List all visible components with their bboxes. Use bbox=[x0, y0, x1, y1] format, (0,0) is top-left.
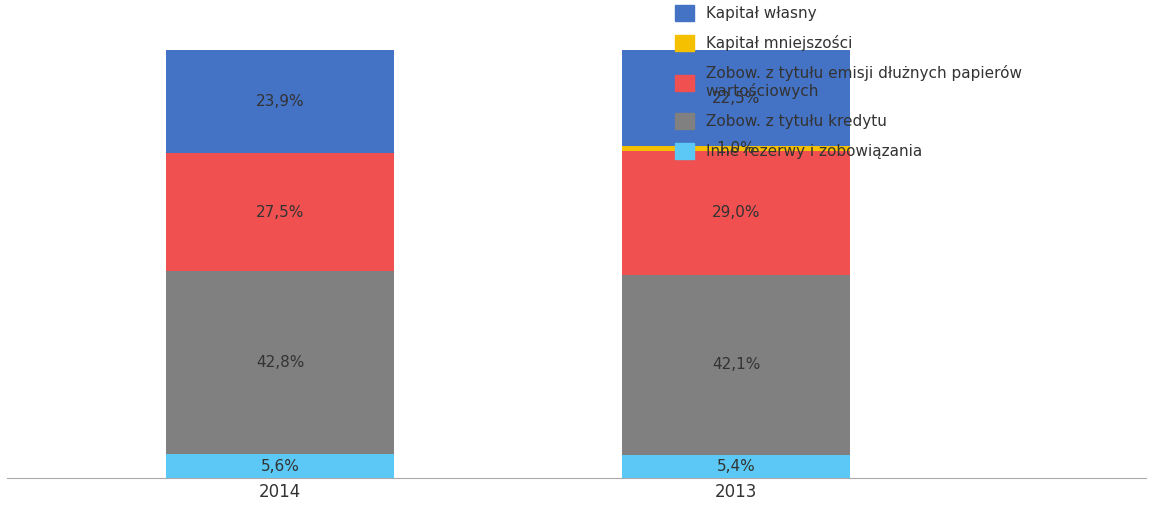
Bar bbox=[166, 153, 394, 271]
Text: 29,0%: 29,0% bbox=[711, 205, 760, 220]
Bar bbox=[623, 146, 850, 150]
Text: 5,6%: 5,6% bbox=[261, 459, 300, 473]
Text: 42,8%: 42,8% bbox=[256, 355, 304, 370]
Bar bbox=[623, 455, 850, 478]
Bar bbox=[623, 275, 850, 455]
Text: 22,5%: 22,5% bbox=[711, 90, 760, 106]
Text: 23,9%: 23,9% bbox=[256, 94, 304, 109]
Bar bbox=[166, 454, 394, 478]
Text: 1,0%: 1,0% bbox=[717, 141, 755, 156]
Bar bbox=[166, 271, 394, 454]
Legend: Kapitał własny, Kapitał mniejszości, Zobow. z tytułu emisji dłużnych papierów
wa: Kapitał własny, Kapitał mniejszości, Zob… bbox=[676, 6, 1022, 159]
Text: 42,1%: 42,1% bbox=[711, 358, 760, 372]
Text: 5,4%: 5,4% bbox=[717, 459, 755, 474]
Bar bbox=[623, 150, 850, 275]
Bar bbox=[166, 50, 394, 153]
Text: 27,5%: 27,5% bbox=[256, 205, 304, 219]
Bar bbox=[623, 50, 850, 146]
